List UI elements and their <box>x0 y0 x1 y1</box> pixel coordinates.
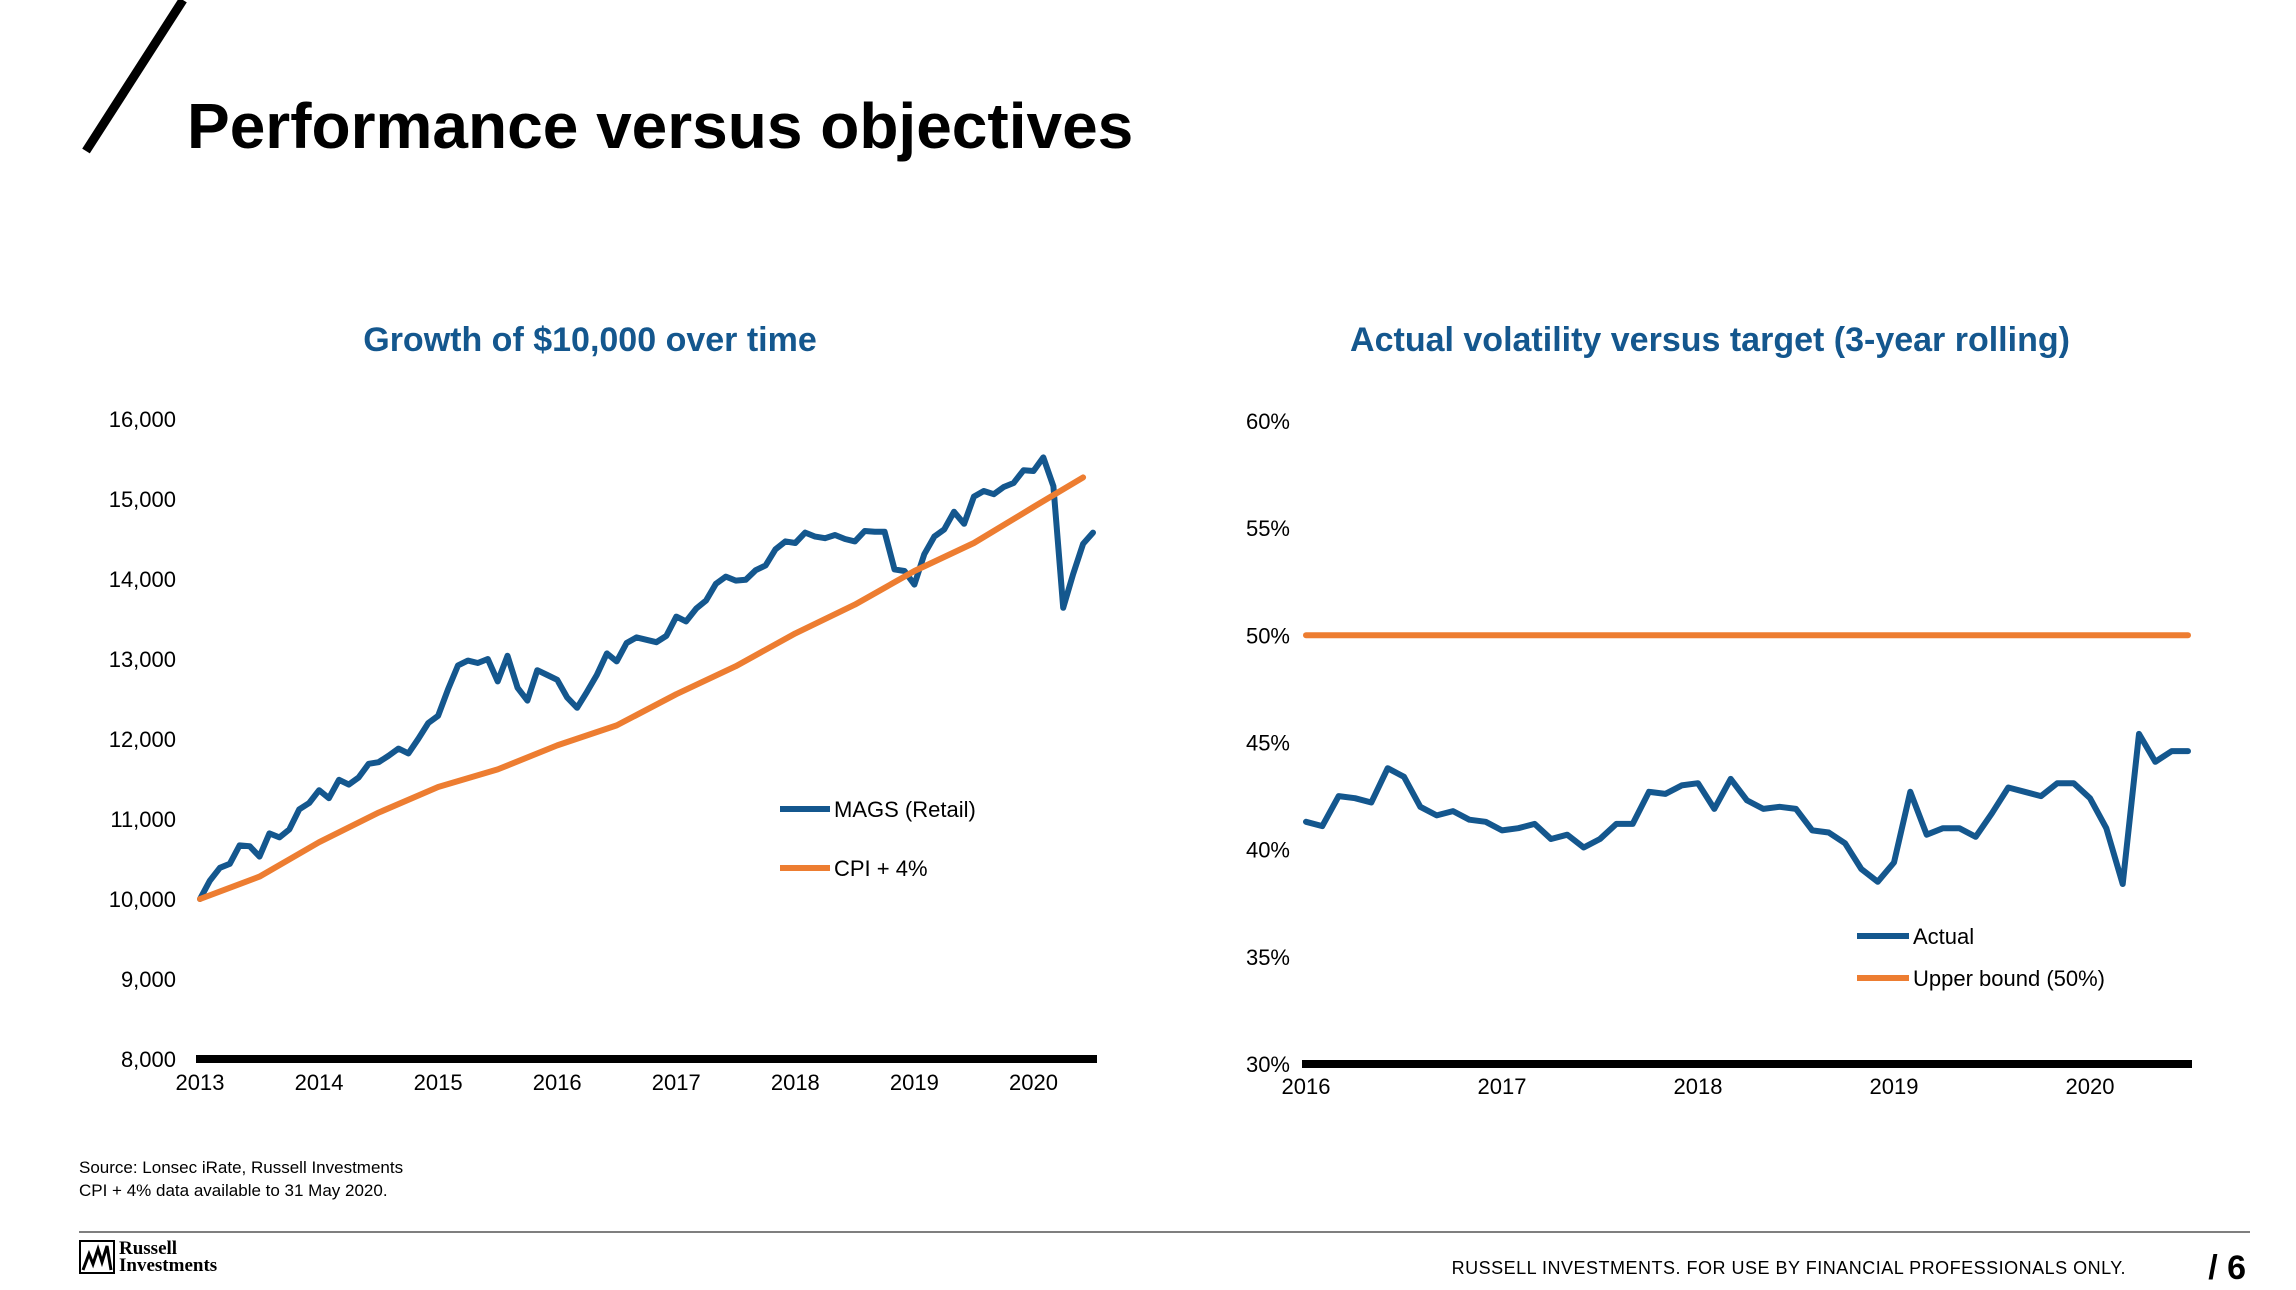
y-tick-label: 8,000 <box>121 1047 176 1072</box>
y-tick-label: 35% <box>1246 945 1290 970</box>
x-tick-label: 2016 <box>533 1070 582 1095</box>
footer-divider <box>79 1231 2250 1233</box>
series-line-cpi-4 <box>197 474 1087 902</box>
series-line-actual <box>1303 730 2191 887</box>
source-line: Source: Lonsec iRate, Russell Investment… <box>79 1158 404 1177</box>
x-tick-label: 2020 <box>1009 1070 1058 1095</box>
y-tick-label: 45% <box>1246 731 1290 756</box>
legend-label-cpi-4: CPI + 4% <box>834 856 928 881</box>
logo-text-line1: Russell <box>119 1238 178 1259</box>
y-tick-label: 30% <box>1246 1052 1290 1077</box>
russell-investments-logo: Russell Investments <box>79 1238 218 1276</box>
logo-text-line2: Investments <box>119 1255 218 1276</box>
x-tick-label: 2019 <box>1870 1074 1919 1099</box>
data-availability-note: CPI + 4% data available to 31 May 2020. <box>79 1181 388 1200</box>
y-tick-label: 9,000 <box>121 967 176 992</box>
y-tick-label: 55% <box>1246 516 1290 541</box>
y-tick-label: 50% <box>1246 623 1290 648</box>
x-tick-label: 2018 <box>771 1070 820 1095</box>
title-slash-decoration <box>82 0 187 154</box>
y-tick-label: 11,000 <box>110 807 176 832</box>
page-title: Performance versus objectives <box>187 90 1134 162</box>
volatility-chart-title: Actual volatility versus target (3-year … <box>1350 321 2070 359</box>
x-tick-label: 2018 <box>1674 1074 1723 1099</box>
y-tick-label: 14,000 <box>109 567 176 592</box>
x-tick-label: 2014 <box>295 1070 344 1095</box>
legend-label-upper-bound-50: Upper bound (50%) <box>1913 966 2105 991</box>
footer-disclaimer: RUSSELL INVESTMENTS. FOR USE BY FINANCIA… <box>1451 1258 2126 1278</box>
page-number: / 6 <box>2208 1249 2246 1287</box>
x-tick-label: 2016 <box>1282 1074 1331 1099</box>
y-tick-label: 60% <box>1246 409 1290 434</box>
x-tick-label: 2015 <box>414 1070 463 1095</box>
x-tick-label: 2020 <box>2066 1074 2115 1099</box>
y-tick-label: 10,000 <box>109 887 176 912</box>
x-tick-label: 2013 <box>176 1070 225 1095</box>
x-tick-label: 2019 <box>890 1070 939 1095</box>
logo-mark-icon <box>79 1240 115 1274</box>
source-note: Source: Lonsec iRate, Russell Investment… <box>79 1156 403 1202</box>
y-tick-label: 13,000 <box>109 647 176 672</box>
legend-label-mags-retail: MAGS (Retail) <box>834 797 976 822</box>
growth-chart-title: Growth of $10,000 over time <box>363 321 817 359</box>
series-line-mags-retail <box>197 454 1096 902</box>
legend-label-actual: Actual <box>1913 924 1974 949</box>
y-tick-label: 40% <box>1246 838 1290 863</box>
x-tick-label: 2017 <box>652 1070 701 1095</box>
y-tick-label: 16,000 <box>109 407 176 432</box>
y-tick-label: 12,000 <box>109 727 176 752</box>
x-tick-label: 2017 <box>1478 1074 1527 1099</box>
y-tick-label: 15,000 <box>109 487 176 512</box>
